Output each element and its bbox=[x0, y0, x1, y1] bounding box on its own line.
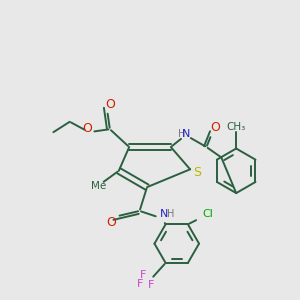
Text: H: H bbox=[178, 129, 186, 139]
Text: CH₃: CH₃ bbox=[226, 122, 246, 132]
Text: Cl: Cl bbox=[203, 209, 214, 219]
Text: Me: Me bbox=[91, 181, 106, 191]
Text: O: O bbox=[210, 121, 220, 134]
Text: O: O bbox=[82, 122, 92, 135]
Text: O: O bbox=[106, 216, 116, 229]
Text: H: H bbox=[167, 209, 174, 219]
Text: F: F bbox=[136, 279, 143, 289]
Text: N: N bbox=[160, 209, 169, 219]
Text: S: S bbox=[194, 166, 202, 179]
Text: O: O bbox=[105, 98, 115, 111]
Text: F: F bbox=[148, 280, 154, 290]
Text: N: N bbox=[182, 129, 191, 139]
Text: F: F bbox=[140, 270, 146, 280]
